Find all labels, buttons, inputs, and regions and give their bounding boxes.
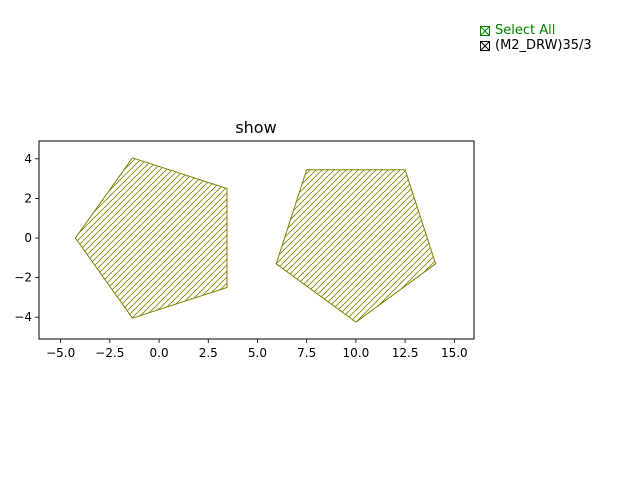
plot-title: show xyxy=(235,118,276,137)
x-tick-label: 12.5 xyxy=(392,346,419,360)
y-tick-label: 2 xyxy=(24,191,32,205)
y-tick-label: 4 xyxy=(24,152,32,166)
x-axis: −5.0 −2.5 0.0 2.5 5.0 7.5 10.0 12.5 15.0 xyxy=(46,339,468,360)
visibility-checklist: Select All (M2_DRW)35/3 xyxy=(480,23,592,53)
pentagon-shape-2 xyxy=(275,169,437,323)
x-tick-label: −2.5 xyxy=(95,346,124,360)
x-tick-label: 0.0 xyxy=(150,346,169,360)
y-axis: 4 2 0 −2 −4 xyxy=(14,152,39,324)
checked-box-icon[interactable] xyxy=(480,40,490,51)
select-all-label: Select All xyxy=(495,23,556,38)
x-tick-label: 10.0 xyxy=(343,346,370,360)
x-tick-label: −5.0 xyxy=(46,346,75,360)
y-tick-label: −4 xyxy=(14,310,32,324)
select-all-checkbox[interactable]: Select All xyxy=(480,23,592,38)
pentagon-shape-1 xyxy=(74,157,228,319)
polygon-series xyxy=(74,157,437,323)
checked-box-icon[interactable] xyxy=(480,25,490,36)
axes-frame xyxy=(38,140,475,340)
y-tick-label: −2 xyxy=(14,271,32,285)
layer-label: (M2_DRW)35/3 xyxy=(495,38,592,53)
y-tick-label: 0 xyxy=(24,231,32,245)
x-tick-label: 15.0 xyxy=(441,346,468,360)
x-tick-label: 5.0 xyxy=(248,346,267,360)
x-tick-label: 7.5 xyxy=(297,346,316,360)
x-tick-label: 2.5 xyxy=(199,346,218,360)
layer-checkbox-m2-drw[interactable]: (M2_DRW)35/3 xyxy=(480,38,592,53)
